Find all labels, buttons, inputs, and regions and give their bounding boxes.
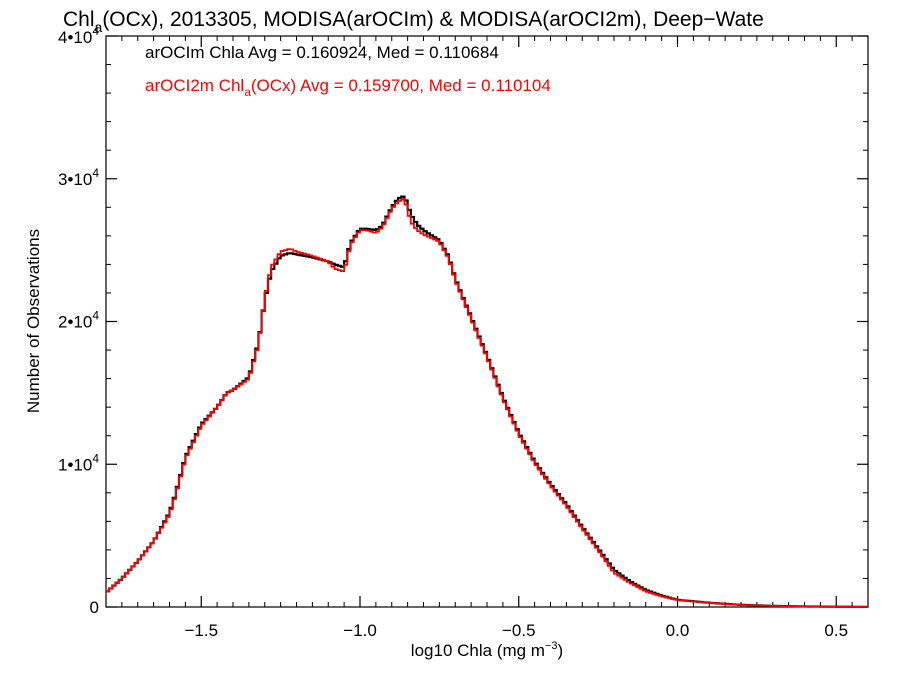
y-axis-tick-labels: 0 1•104 2•104 3•104 4•104 xyxy=(58,24,99,617)
y-tick-label: 3•104 xyxy=(58,166,99,189)
y-tick-label: 4•104 xyxy=(58,24,99,47)
chart-title: Chla(OCx), 2013305, MODISA(arOCIm) & MOD… xyxy=(63,8,764,35)
axis-ticks xyxy=(106,35,869,608)
x-tick-label: −0.5 xyxy=(502,621,536,640)
x-axis-tick-labels: −1.5 −1.0 −0.5 0.0 0.5 xyxy=(184,621,848,640)
legend-entry-2: arOCI2m Chla(OCx) Avg = 0.159700, Med = … xyxy=(145,76,551,99)
y-axis-label: Number of Observations xyxy=(24,229,43,413)
x-tick-label: 0.0 xyxy=(666,621,690,640)
x-tick-label: −1.0 xyxy=(343,621,377,640)
x-tick-label: 0.5 xyxy=(824,621,848,640)
y-tick-label: 2•104 xyxy=(58,309,99,332)
series-line-2 xyxy=(106,198,868,608)
x-axis-label: log10 Chla (mg m−3) xyxy=(411,640,563,660)
data-series xyxy=(106,195,868,608)
y-tick-label: 0 xyxy=(90,598,99,617)
x-tick-label: −1.5 xyxy=(184,621,218,640)
y-tick-label: 1•104 xyxy=(58,451,99,474)
legend-entry-1: arOCIm Chla Avg = 0.160924, Med = 0.1106… xyxy=(145,43,499,62)
